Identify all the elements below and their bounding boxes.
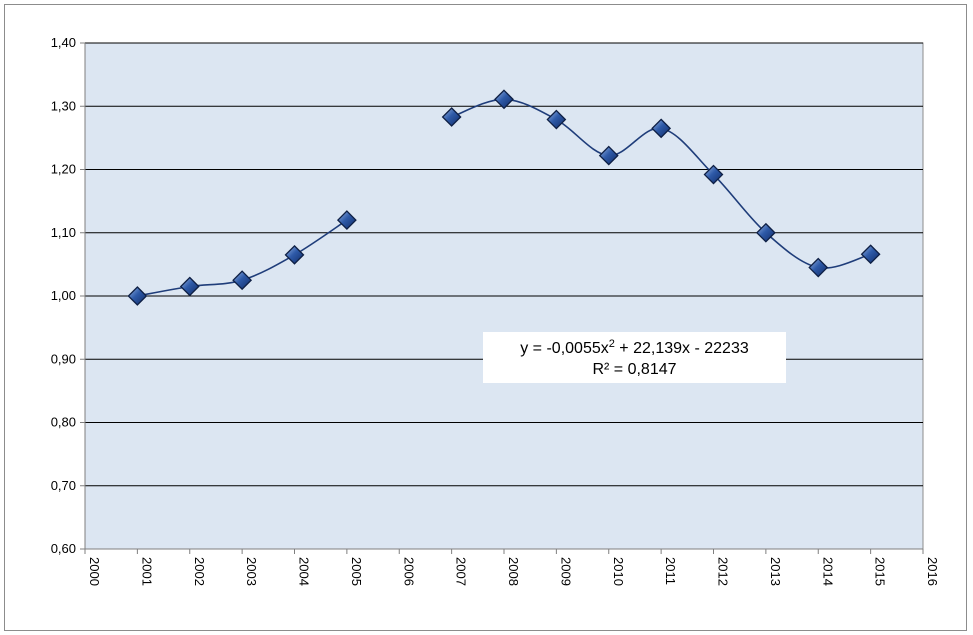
y-tick-label: 0,60 — [51, 541, 76, 556]
markers-group — [127, 89, 881, 306]
data-point-marker — [179, 276, 200, 297]
y-tick-label: 0,70 — [51, 478, 76, 493]
trendline-equation: y = -0,0055x2 + 22,139x - 22233 — [520, 338, 749, 357]
x-tick-label: 2009 — [558, 557, 573, 586]
x-tick-label: 2008 — [506, 557, 521, 586]
x-tick-label: 2012 — [716, 557, 731, 586]
data-point-marker — [808, 257, 829, 278]
y-tick-label: 1,40 — [51, 35, 76, 50]
data-point-marker — [755, 222, 776, 243]
equation-background — [483, 332, 786, 383]
data-point-marker — [494, 89, 514, 110]
data-point-marker — [284, 244, 305, 265]
x-tick-label: 2005 — [349, 557, 364, 586]
data-point-marker — [336, 210, 357, 231]
trendline-equation-box: y = -0,0055x2 + 22,139x - 22233 R² = 0,8… — [483, 332, 786, 383]
x-tick-label: 2002 — [192, 557, 207, 586]
x-tick-label: 2011 — [663, 557, 678, 585]
axes: 0,60 0,70 0,80 0,90 1,00 1,10 1,20 1,30 1,40 2000… — [51, 35, 940, 586]
x-tick-label: 2015 — [873, 557, 888, 586]
x-tick-label: 2001 — [139, 557, 154, 586]
gridlines — [85, 42, 923, 487]
data-point-marker — [546, 109, 567, 130]
x-tick-label: 2004 — [297, 557, 312, 586]
data-point-marker — [598, 145, 619, 166]
x-tick-label: 2013 — [768, 557, 783, 586]
x-tick-label: 2007 — [454, 557, 469, 586]
x-tick-label: 2016 — [925, 557, 940, 586]
data-point-marker — [127, 286, 148, 306]
y-tick-label: 1,30 — [51, 98, 76, 113]
data-point-marker — [232, 270, 253, 291]
y-tick-label: 0,80 — [51, 415, 76, 430]
x-tick-label: 2003 — [244, 557, 259, 586]
y-tick-label: 0,90 — [51, 351, 76, 366]
data-point-marker — [441, 107, 462, 127]
trendline-r-squared: R² = 0,8147 — [592, 361, 676, 378]
y-tick-label: 1,00 — [51, 288, 76, 303]
data-point-marker — [703, 164, 724, 185]
chart-frame: 0,60 0,70 0,80 0,90 1,00 1,10 1,20 1,30 1,40 2000… — [4, 4, 967, 631]
data-point-marker — [860, 244, 881, 265]
x-tick-label: 2014 — [820, 557, 835, 586]
chart-svg: 0,60 0,70 0,80 0,90 1,00 1,10 1,20 1,30 1,40 2000… — [51, 35, 940, 586]
x-tick-label: 2000 — [87, 557, 102, 586]
x-tick-label: 2006 — [401, 557, 416, 586]
y-tick-label: 1,20 — [51, 162, 76, 177]
x-tick-label: 2010 — [611, 557, 626, 586]
y-tick-label: 1,10 — [51, 225, 76, 240]
data-point-marker — [651, 118, 672, 139]
